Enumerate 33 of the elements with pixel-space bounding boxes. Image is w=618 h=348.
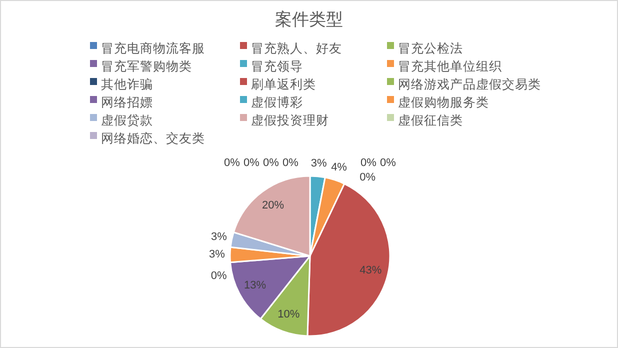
data-label: 10% [278,308,300,321]
legend-label: 虚假投资理财 [251,113,329,128]
data-label: 3% [209,248,225,260]
legend-label: 虚假贷款 [101,113,153,128]
data-label: 20% [262,200,284,212]
chart-title: 案件类型 [275,10,343,29]
legend-label: 刷单返利类 [251,77,316,92]
legend-label: 冒充公检法 [398,41,463,56]
legend-label: 虚假征信类 [398,113,463,128]
data-label: 0% [360,156,376,169]
legend-label: 网络游戏产品虚假交易类 [398,76,541,92]
data-label: 0% [210,270,227,282]
legend-label: 网络招嫖 [101,95,153,110]
data-label: 3% [310,157,327,170]
data-label: 4% [331,162,347,174]
legend-label: 虚假购物服务类 [398,95,489,110]
data-label: 13% [244,279,266,292]
data-label: 0% [360,172,376,184]
data-label: 3% [211,230,227,243]
data-label: 0% [244,156,260,169]
legend-label: 冒充熟人、好友 [251,41,342,56]
legend-label: 冒充军警购物类 [101,59,192,74]
legend-label: 虚假博彩 [251,95,303,110]
data-label: 0% [224,156,240,169]
legend-label: 冒充其他单位组织 [398,59,502,74]
data-label: 43% [360,264,382,277]
data-label: 0% [263,156,279,169]
legend-label: 网络婚恋、交友类 [101,130,205,146]
legend-label: 冒充领导 [251,59,303,74]
data-label: 0% [282,156,298,169]
legend-label: 冒充电商物流客服 [101,40,205,56]
legend-label: 其他诈骗 [101,77,153,92]
data-label: 0% [380,156,396,169]
